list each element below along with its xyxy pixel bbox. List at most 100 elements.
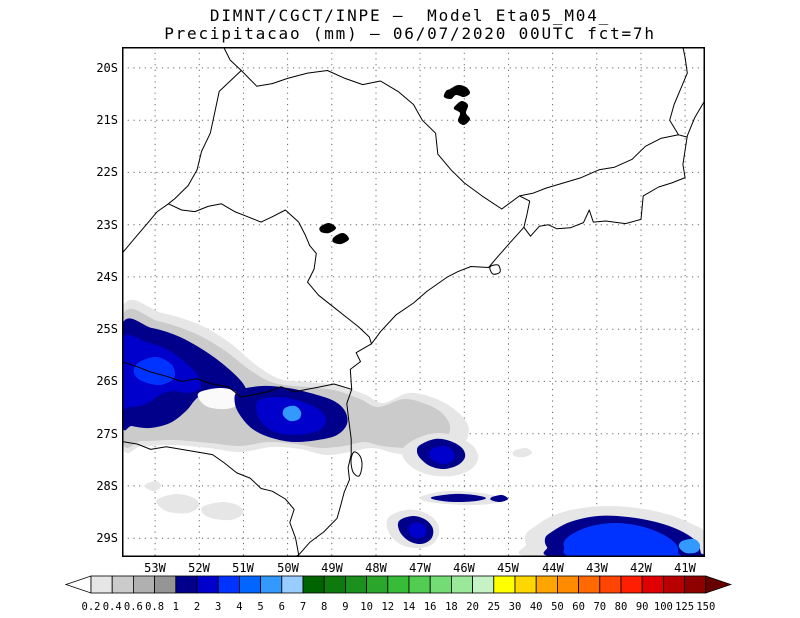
colorbar-label: 30 xyxy=(509,601,522,613)
colorbar-segment xyxy=(196,575,219,594)
lakes xyxy=(319,84,471,245)
state-border xyxy=(519,195,531,228)
state-border xyxy=(121,441,300,556)
precip-blob xyxy=(428,445,455,465)
lat-tick-label: 26S xyxy=(96,374,118,388)
colorbar-segment xyxy=(132,575,155,594)
colorbar-label: 18 xyxy=(445,601,458,613)
colorbar-label: 5 xyxy=(257,601,263,613)
lon-tick-label: 45W xyxy=(497,561,519,575)
state-border xyxy=(121,70,242,254)
colorbar-segment xyxy=(302,575,325,594)
lon-tick-label: 44W xyxy=(542,561,564,575)
state-border xyxy=(121,361,353,398)
colorbar-segment xyxy=(387,575,410,594)
colorbar-label: 20 xyxy=(466,601,479,613)
colorbar-label: 7 xyxy=(300,601,306,613)
lon-tick-label: 52W xyxy=(188,561,210,575)
colorbar-segment xyxy=(641,575,664,594)
lat-tick-label: 22S xyxy=(96,165,118,179)
lake xyxy=(332,232,350,245)
colorbar-label: 25 xyxy=(487,601,500,613)
lake xyxy=(443,84,471,100)
colorbar-segment xyxy=(493,575,516,594)
map-svg xyxy=(121,46,706,558)
colorbar-segment xyxy=(450,575,473,594)
colorbar-segment xyxy=(472,575,495,594)
lat-tick-label: 29S xyxy=(96,531,118,545)
colorbar-label: 150 xyxy=(696,601,715,613)
map-area xyxy=(121,46,706,558)
colorbar-segment xyxy=(578,575,601,594)
lon-tick-label: 47W xyxy=(409,561,431,575)
island xyxy=(350,451,363,477)
precip-blob xyxy=(490,494,509,503)
colorbar: 0.2 0.4 0.6 0.8 1 2 3 4 5 6 7 8 9 10 12 14 16 18 20 25 30 40 5… xyxy=(64,575,733,613)
plot-title-line2: Precipitacao (mm) — 06/07/2020 00UTC fct… xyxy=(164,24,656,43)
colorbar-label: 100 xyxy=(654,601,673,613)
colorbar-label: 50 xyxy=(551,601,564,613)
colorbar-segment xyxy=(281,575,304,594)
precip-blob xyxy=(156,493,200,514)
colorbar-label: 70 xyxy=(593,601,606,613)
colorbar-segment xyxy=(663,575,686,594)
precip-blob xyxy=(563,522,683,557)
lat-tick-label: 21S xyxy=(96,113,118,127)
colorbar-label: 4 xyxy=(236,601,242,613)
colorbar-segment xyxy=(514,575,537,594)
precip-blob xyxy=(282,405,302,422)
precipitation-shading xyxy=(122,299,705,557)
colorbar-label: 0.4 xyxy=(103,601,122,613)
colorbar-label: 9 xyxy=(342,601,348,613)
colorbar-labels: 0.2 0.4 0.6 0.8 1 2 3 4 5 6 7 8 9 10 12 14 16 18 20 25 30 40 5… xyxy=(82,601,716,613)
colorbar-segment xyxy=(344,575,367,594)
colorbar-label: 3 xyxy=(215,601,221,613)
lat-tick-label: 25S xyxy=(96,322,118,336)
colorbar-segment xyxy=(599,575,622,594)
lon-tick-label: 51W xyxy=(232,561,254,575)
colorbar-label: 12 xyxy=(381,601,394,613)
colorbar-label: 90 xyxy=(636,601,649,613)
lon-tick-label: 42W xyxy=(630,561,652,575)
lon-tick-label: 49W xyxy=(321,561,343,575)
precip-blob xyxy=(197,388,239,410)
colorbar-segment xyxy=(260,575,283,594)
colorbar-segment xyxy=(557,575,580,594)
colorbar-segment xyxy=(684,575,707,594)
colorbar-segment xyxy=(366,575,389,594)
lon-tick-label: 48W xyxy=(365,561,387,575)
colorbar-segment xyxy=(620,575,643,594)
lat-tick-label: 20S xyxy=(96,61,118,75)
plot-title-line1: DIMNT/CGCT/INPE — Model Eta05_M04_ xyxy=(209,6,611,25)
colorbar-cells xyxy=(64,575,733,594)
precip-blob xyxy=(201,502,244,521)
state-border xyxy=(223,46,687,210)
colorbar-label: 2 xyxy=(194,601,200,613)
lake xyxy=(453,101,471,126)
colorbar-segment xyxy=(429,575,452,594)
colorbar-label: 14 xyxy=(403,601,416,613)
colorbar-segment xyxy=(535,575,558,594)
colorbar-label: 0.8 xyxy=(145,601,164,613)
colorbar-label: 0.6 xyxy=(124,601,143,613)
lat-tick-label: 23S xyxy=(96,218,118,232)
colorbar-right-arrow xyxy=(705,575,733,594)
lat-tick-label: 28S xyxy=(96,479,118,493)
map-frame-border xyxy=(122,47,705,557)
precip-blob xyxy=(678,538,701,554)
lake xyxy=(319,222,336,234)
colorbar-label: 40 xyxy=(530,601,543,613)
precip-blob xyxy=(133,356,176,386)
colorbar-segment xyxy=(323,575,346,594)
colorbar-label: 16 xyxy=(424,601,437,613)
coastline-and-borders xyxy=(121,46,706,558)
state-border xyxy=(167,203,372,345)
island xyxy=(489,264,501,275)
lon-tick-label: 41W xyxy=(674,561,696,575)
colorbar-label: 8 xyxy=(321,601,327,613)
precip-blob xyxy=(430,493,487,503)
precip-blob xyxy=(144,480,162,492)
colorbar-left-arrow xyxy=(64,575,92,594)
colorbar-label: 125 xyxy=(675,601,694,613)
